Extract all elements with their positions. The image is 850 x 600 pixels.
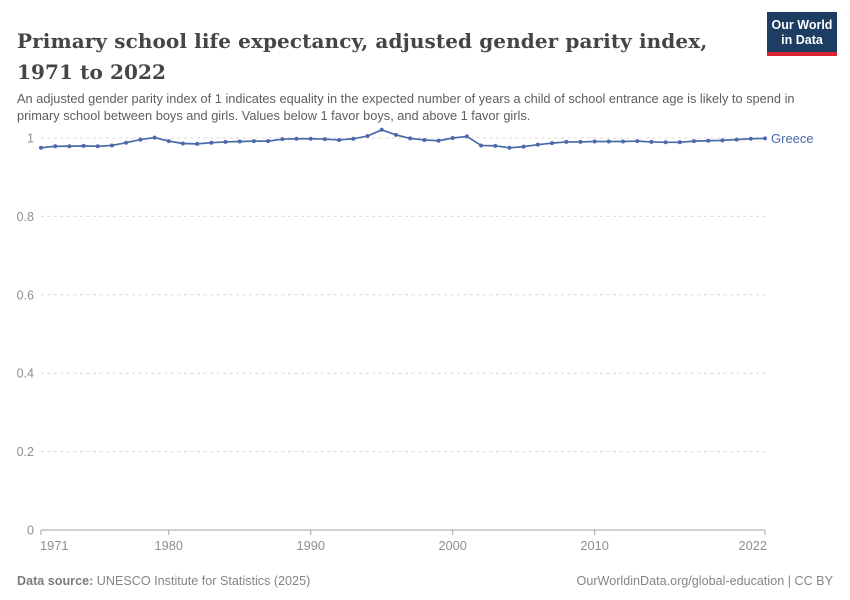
- data-point[interactable]: [109, 143, 114, 148]
- owid-logo[interactable]: Our World in Data: [767, 12, 837, 56]
- data-point[interactable]: [124, 140, 129, 145]
- data-point[interactable]: [422, 137, 427, 142]
- data-point[interactable]: [493, 143, 498, 148]
- data-point[interactable]: [763, 136, 767, 141]
- data-point[interactable]: [280, 137, 285, 142]
- x-axis-tick-label: 1980: [155, 538, 183, 553]
- x-axis-tick-label: 2010: [580, 538, 608, 553]
- data-point[interactable]: [351, 136, 356, 141]
- data-point[interactable]: [308, 136, 313, 141]
- data-point[interactable]: [138, 137, 143, 142]
- owid-logo-line2: in Data: [781, 32, 823, 47]
- data-point[interactable]: [81, 143, 86, 148]
- x-axis-tick-label: 2000: [438, 538, 466, 553]
- data-point[interactable]: [748, 136, 753, 141]
- y-axis-tick-label: 1: [27, 132, 34, 146]
- data-point[interactable]: [692, 139, 697, 144]
- data-point[interactable]: [152, 135, 157, 140]
- data-point[interactable]: [649, 139, 654, 144]
- x-axis-tick-label: 1971: [40, 538, 68, 553]
- data-point[interactable]: [337, 137, 342, 142]
- data-point[interactable]: [677, 140, 682, 145]
- data-point[interactable]: [450, 136, 455, 140]
- data-point[interactable]: [564, 139, 569, 144]
- chart-subtitle: An adjusted gender parity index of 1 ind…: [17, 90, 795, 124]
- data-point[interactable]: [663, 140, 668, 145]
- data-point[interactable]: [294, 136, 299, 141]
- data-point[interactable]: [535, 142, 540, 147]
- chart-title: Primary school life expectancy, adjusted…: [17, 29, 708, 85]
- data-point[interactable]: [166, 139, 171, 144]
- data-point[interactable]: [436, 138, 441, 143]
- data-point[interactable]: [464, 134, 469, 139]
- data-point[interactable]: [223, 139, 228, 144]
- data-point[interactable]: [606, 139, 611, 144]
- y-axis-tick-label: 0.8: [17, 210, 34, 224]
- y-axis-tick-label: 0: [27, 524, 34, 538]
- series-label-greece[interactable]: Greece: [771, 131, 814, 146]
- attribution-note[interactable]: OurWorldinData.org/global-education | CC…: [576, 574, 833, 588]
- chart-line-greece[interactable]: [40, 128, 766, 149]
- data-point[interactable]: [578, 139, 583, 144]
- x-axis-tick-label: 2022: [739, 538, 767, 553]
- data-point[interactable]: [706, 138, 711, 143]
- data-point[interactable]: [365, 134, 370, 139]
- data-point[interactable]: [67, 144, 72, 149]
- data-point[interactable]: [53, 144, 58, 149]
- data-point[interactable]: [479, 143, 484, 148]
- data-source-text: UNESCO Institute for Statistics (2025): [93, 574, 311, 588]
- data-point[interactable]: [195, 141, 200, 146]
- data-point[interactable]: [720, 138, 725, 143]
- y-axis-tick-label: 0.4: [17, 367, 34, 381]
- data-point[interactable]: [507, 145, 512, 150]
- data-point[interactable]: [592, 139, 597, 144]
- data-point[interactable]: [237, 139, 242, 144]
- y-axis-tick-label: 0.6: [17, 288, 34, 302]
- data-point[interactable]: [408, 136, 413, 141]
- data-source-label: Data source:: [17, 574, 94, 588]
- data-point[interactable]: [521, 144, 526, 149]
- data-point[interactable]: [322, 137, 327, 142]
- data-point[interactable]: [266, 139, 271, 144]
- data-point[interactable]: [734, 137, 739, 142]
- data-point[interactable]: [95, 144, 100, 149]
- data-point[interactable]: [635, 139, 640, 144]
- y-axis-tick-label: 0.2: [17, 445, 34, 459]
- data-point[interactable]: [621, 139, 626, 144]
- data-point[interactable]: [251, 139, 256, 144]
- data-point[interactable]: [379, 127, 384, 132]
- data-point[interactable]: [180, 141, 185, 146]
- data-source-note: Data source: UNESCO Institute for Statis…: [17, 574, 310, 588]
- data-point[interactable]: [393, 132, 398, 137]
- owid-logo-line1: Our World: [771, 18, 833, 32]
- data-point[interactable]: [209, 140, 214, 145]
- data-point[interactable]: [550, 141, 555, 146]
- x-axis-tick-label: 1990: [296, 538, 324, 553]
- data-point[interactable]: [39, 145, 43, 150]
